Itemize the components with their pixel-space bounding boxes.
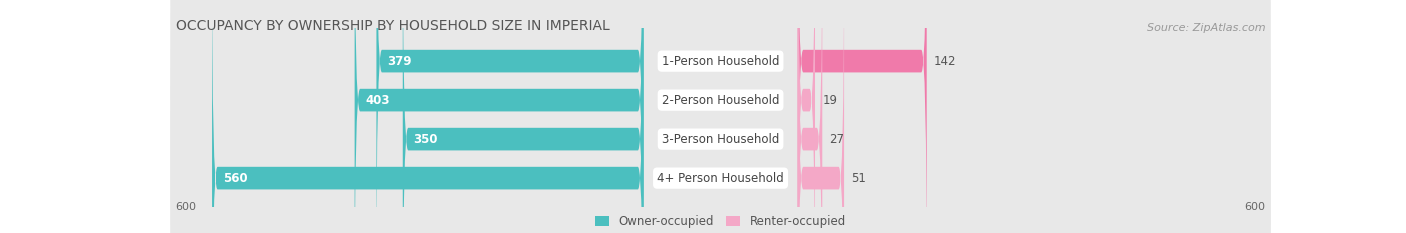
Text: Source: ZipAtlas.com: Source: ZipAtlas.com	[1147, 23, 1265, 33]
Text: 3-Person Household: 3-Person Household	[662, 133, 779, 146]
FancyBboxPatch shape	[797, 0, 927, 233]
FancyBboxPatch shape	[797, 0, 823, 233]
Text: 379: 379	[387, 55, 412, 68]
FancyBboxPatch shape	[377, 0, 644, 233]
FancyBboxPatch shape	[402, 0, 644, 233]
FancyBboxPatch shape	[212, 0, 644, 233]
Text: OCCUPANCY BY OWNERSHIP BY HOUSEHOLD SIZE IN IMPERIAL: OCCUPANCY BY OWNERSHIP BY HOUSEHOLD SIZE…	[176, 19, 609, 33]
Text: 19: 19	[823, 94, 838, 107]
Text: 2-Person Household: 2-Person Household	[662, 94, 779, 107]
Text: 600: 600	[176, 202, 197, 212]
FancyBboxPatch shape	[354, 0, 644, 233]
Text: 51: 51	[852, 172, 866, 185]
Text: 350: 350	[413, 133, 439, 146]
Text: 600: 600	[1244, 202, 1265, 212]
Text: 560: 560	[224, 172, 247, 185]
Text: 1-Person Household: 1-Person Household	[662, 55, 779, 68]
Text: 27: 27	[830, 133, 845, 146]
FancyBboxPatch shape	[170, 0, 1271, 233]
FancyBboxPatch shape	[170, 0, 1271, 233]
Text: 142: 142	[934, 55, 956, 68]
Legend: Owner-occupied, Renter-occupied: Owner-occupied, Renter-occupied	[595, 215, 846, 228]
FancyBboxPatch shape	[170, 0, 1271, 233]
FancyBboxPatch shape	[797, 0, 844, 233]
FancyBboxPatch shape	[170, 0, 1271, 233]
Text: 4+ Person Household: 4+ Person Household	[657, 172, 785, 185]
FancyBboxPatch shape	[797, 0, 815, 233]
Text: 403: 403	[366, 94, 389, 107]
